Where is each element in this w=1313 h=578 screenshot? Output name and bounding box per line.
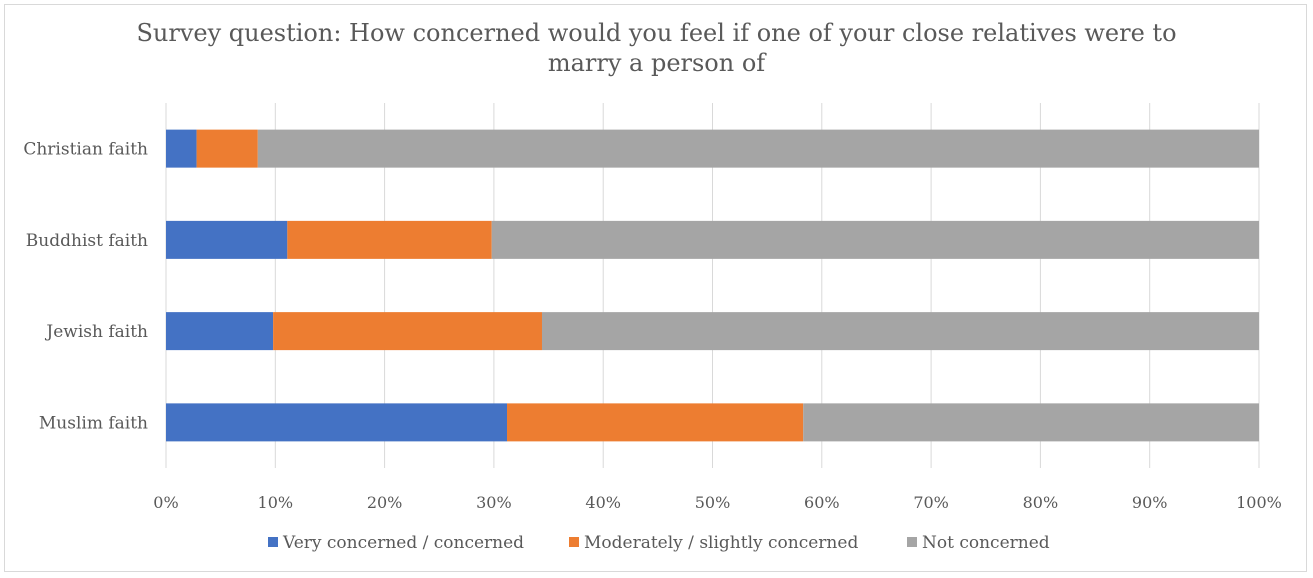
x-tick-label: 30% xyxy=(476,493,512,512)
legend-swatch xyxy=(569,537,579,547)
bar-segment xyxy=(166,403,508,442)
bar-segment xyxy=(166,312,274,351)
chart-title-line-1: Survey question: How concerned would you… xyxy=(136,19,1177,47)
legend-swatch xyxy=(907,537,917,547)
x-tick-label: 60% xyxy=(804,493,840,512)
chart-title-line-2: marry a person of xyxy=(547,49,766,77)
chart-frame xyxy=(4,4,1307,572)
bar-segment xyxy=(196,129,258,168)
legend-swatch xyxy=(268,537,278,547)
bar-segment xyxy=(257,129,1259,168)
legend-label: Moderately / slightly concerned xyxy=(584,533,858,553)
bar-segment xyxy=(507,403,804,442)
x-tick-label: 50% xyxy=(695,493,731,512)
category-label: Muslim faith xyxy=(39,413,148,433)
legend-label: Not concerned xyxy=(922,533,1050,553)
x-tick-label: 10% xyxy=(258,493,294,512)
category-label: Christian faith xyxy=(23,140,148,160)
bar-segment xyxy=(803,403,1259,442)
x-tick-label: 70% xyxy=(913,493,949,512)
bar-segment xyxy=(541,312,1259,351)
x-tick-label: 20% xyxy=(367,493,403,512)
category-label: Jewish faith xyxy=(44,322,148,342)
bar-segment xyxy=(166,220,288,259)
x-tick-label: 0% xyxy=(153,493,178,512)
bar-segment xyxy=(166,129,197,168)
bar-segment xyxy=(287,220,492,259)
x-tick-label: 80% xyxy=(1023,493,1059,512)
x-tick-label: 90% xyxy=(1132,493,1168,512)
category-label: Buddhist faith xyxy=(26,231,148,251)
x-tick-label: 40% xyxy=(585,493,621,512)
chart-title: Survey question: How concerned would you… xyxy=(0,18,1313,78)
x-tick-label: 100% xyxy=(1236,493,1282,512)
bar-segment xyxy=(273,312,542,351)
legend-label: Very concerned / concerned xyxy=(282,533,524,553)
bar-segment xyxy=(491,220,1259,259)
